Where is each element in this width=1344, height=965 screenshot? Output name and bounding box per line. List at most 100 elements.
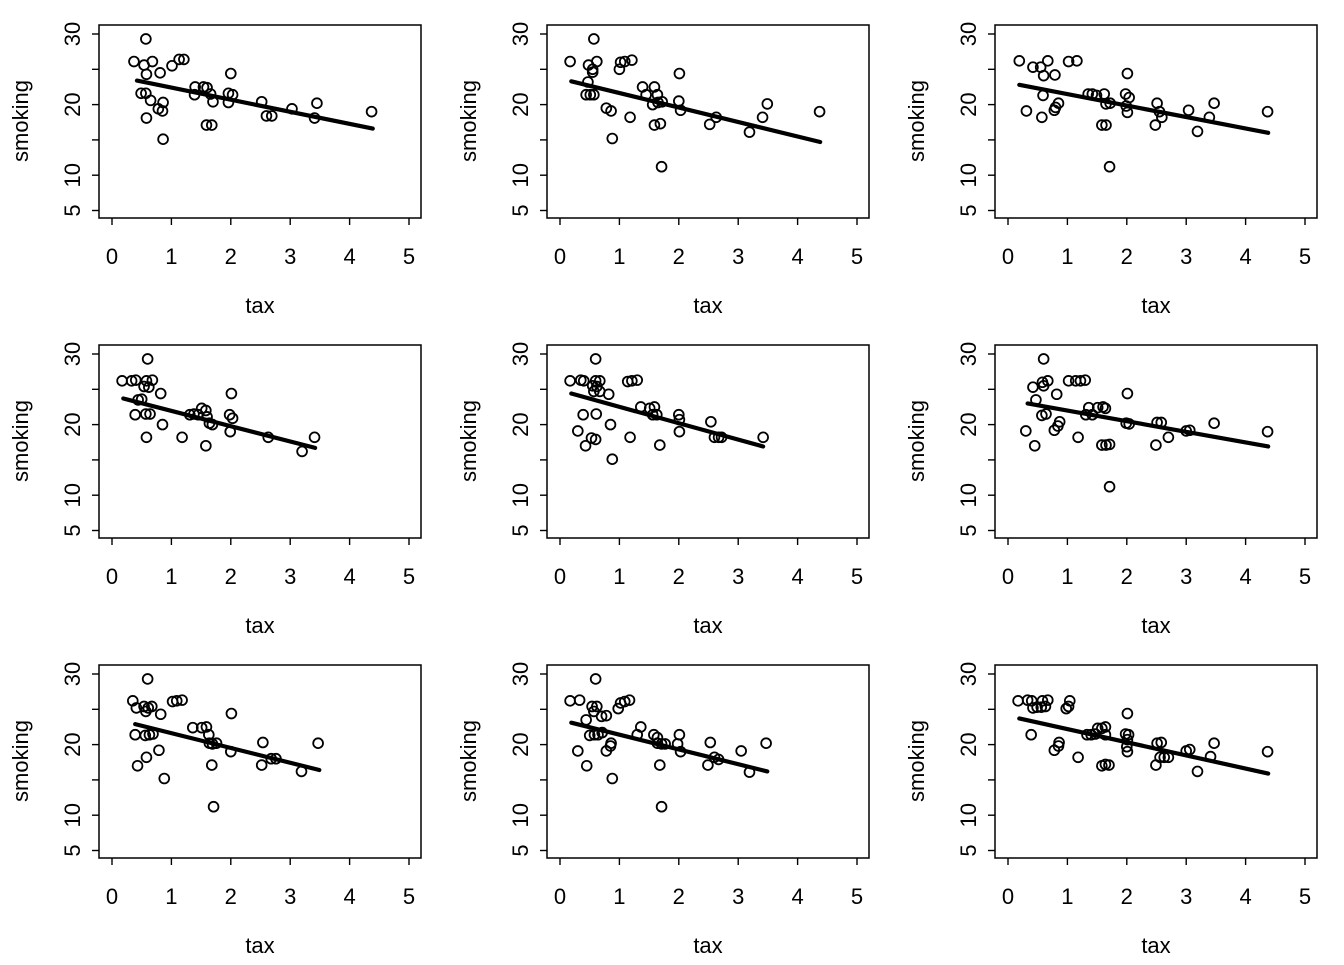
- data-point: [210, 737, 223, 749]
- regression-line: [569, 79, 823, 145]
- x-tick-label: 0: [1002, 244, 1014, 269]
- data-point: [1208, 97, 1220, 109]
- data-point: [1080, 408, 1092, 421]
- x-tick-label: 3: [1180, 244, 1192, 269]
- data-point: [1155, 736, 1168, 749]
- plot-box: [994, 24, 1318, 219]
- y-tick-label: 10: [60, 803, 85, 827]
- x-tick-label: 2: [1121, 244, 1133, 269]
- data-point: [595, 710, 608, 723]
- data-point: [141, 673, 154, 685]
- data-point: [586, 700, 598, 713]
- y-tick-label: 5: [956, 204, 981, 216]
- y-axis-title: smoking: [904, 720, 929, 802]
- data-point: [1074, 375, 1087, 387]
- y-axis-title: smoking: [904, 80, 929, 162]
- data-point: [1149, 119, 1162, 131]
- data-point: [602, 388, 615, 401]
- data-point: [206, 418, 219, 431]
- data-point: [140, 33, 152, 45]
- data-point: [651, 737, 664, 749]
- x-axis-title: tax: [1141, 613, 1170, 638]
- data-point: [1036, 111, 1048, 124]
- data-point: [1036, 376, 1049, 389]
- data-point: [613, 63, 626, 76]
- data-point: [1090, 89, 1103, 102]
- plot-box: [546, 664, 870, 859]
- x-tick-label: 1: [165, 244, 177, 269]
- data-point: [178, 53, 190, 66]
- y-tick-label: 10: [508, 803, 533, 827]
- data-point: [735, 745, 747, 757]
- x-tick-label: 4: [1239, 884, 1251, 909]
- x-tick-label: 1: [613, 244, 625, 269]
- data-point: [1062, 375, 1075, 387]
- y-tick-label: 20: [956, 412, 981, 436]
- data-point: [226, 412, 239, 425]
- x-tick-label: 4: [1239, 564, 1251, 589]
- data-point: [654, 117, 667, 130]
- x-tick-label: 4: [791, 244, 803, 269]
- data-point: [129, 728, 141, 741]
- data-point: [580, 759, 593, 772]
- y-tick-label: 20: [508, 92, 533, 116]
- y-axis-title: smoking: [8, 80, 33, 162]
- data-point: [200, 439, 212, 452]
- x-tick-label: 3: [1180, 564, 1192, 589]
- y-tick-label: 10: [508, 163, 533, 187]
- data-point: [173, 53, 185, 66]
- x-tick-label: 1: [1061, 564, 1073, 589]
- x-tick-label: 3: [284, 244, 296, 269]
- data-point: [156, 418, 169, 431]
- data-point: [200, 119, 213, 131]
- data-point: [1062, 700, 1075, 713]
- data-point: [128, 55, 140, 68]
- data-point: [1040, 408, 1052, 420]
- data-point: [618, 55, 631, 68]
- data-point: [1120, 100, 1133, 112]
- data-point: [143, 381, 155, 393]
- data-point: [673, 95, 685, 107]
- data-point: [365, 105, 378, 118]
- data-point: [135, 87, 147, 100]
- x-tick-label: 5: [1299, 244, 1311, 269]
- data-point: [146, 374, 159, 386]
- data-point: [572, 425, 584, 437]
- data-point: [1041, 375, 1054, 387]
- data-point: [141, 353, 154, 365]
- data-point: [295, 765, 308, 778]
- data-point: [1072, 751, 1084, 764]
- x-tick-label: 1: [1061, 884, 1073, 909]
- data-point: [140, 68, 153, 81]
- data-point: [648, 119, 661, 131]
- data-point: [1091, 722, 1104, 735]
- data-point: [655, 800, 668, 813]
- data-point: [640, 88, 652, 101]
- data-point: [1050, 388, 1063, 401]
- y-tick-label: 30: [956, 342, 981, 366]
- data-point: [618, 695, 631, 708]
- plot-box: [98, 24, 422, 219]
- x-tick-label: 5: [851, 244, 863, 269]
- data-point: [188, 88, 201, 101]
- data-point: [157, 96, 169, 109]
- data-point: [1021, 694, 1034, 706]
- scatter-plot-svg: 0 1 2 3 4 5 5 10 20 30 tax smoking: [8, 662, 422, 958]
- data-point: [1203, 111, 1216, 124]
- data-point: [600, 709, 613, 722]
- data-point: [176, 694, 188, 706]
- data-point: [1039, 700, 1052, 713]
- data-point: [1091, 401, 1104, 414]
- scatter-panel-6: 0 1 2 3 4 5 5 10 20 30 tax smoking: [896, 320, 1344, 640]
- data-point: [564, 375, 576, 387]
- data-point: [312, 737, 324, 749]
- data-point: [176, 431, 188, 444]
- data-point: [673, 413, 686, 426]
- x-tick-label: 4: [343, 564, 355, 589]
- data-point: [200, 721, 213, 733]
- data-point: [580, 88, 592, 101]
- data-point: [702, 759, 714, 771]
- data-point: [135, 393, 148, 405]
- scatter-plot-svg: 0 1 2 3 4 5 5 10 20 30 tax smoking: [456, 662, 870, 958]
- regression-line: [1017, 716, 1271, 776]
